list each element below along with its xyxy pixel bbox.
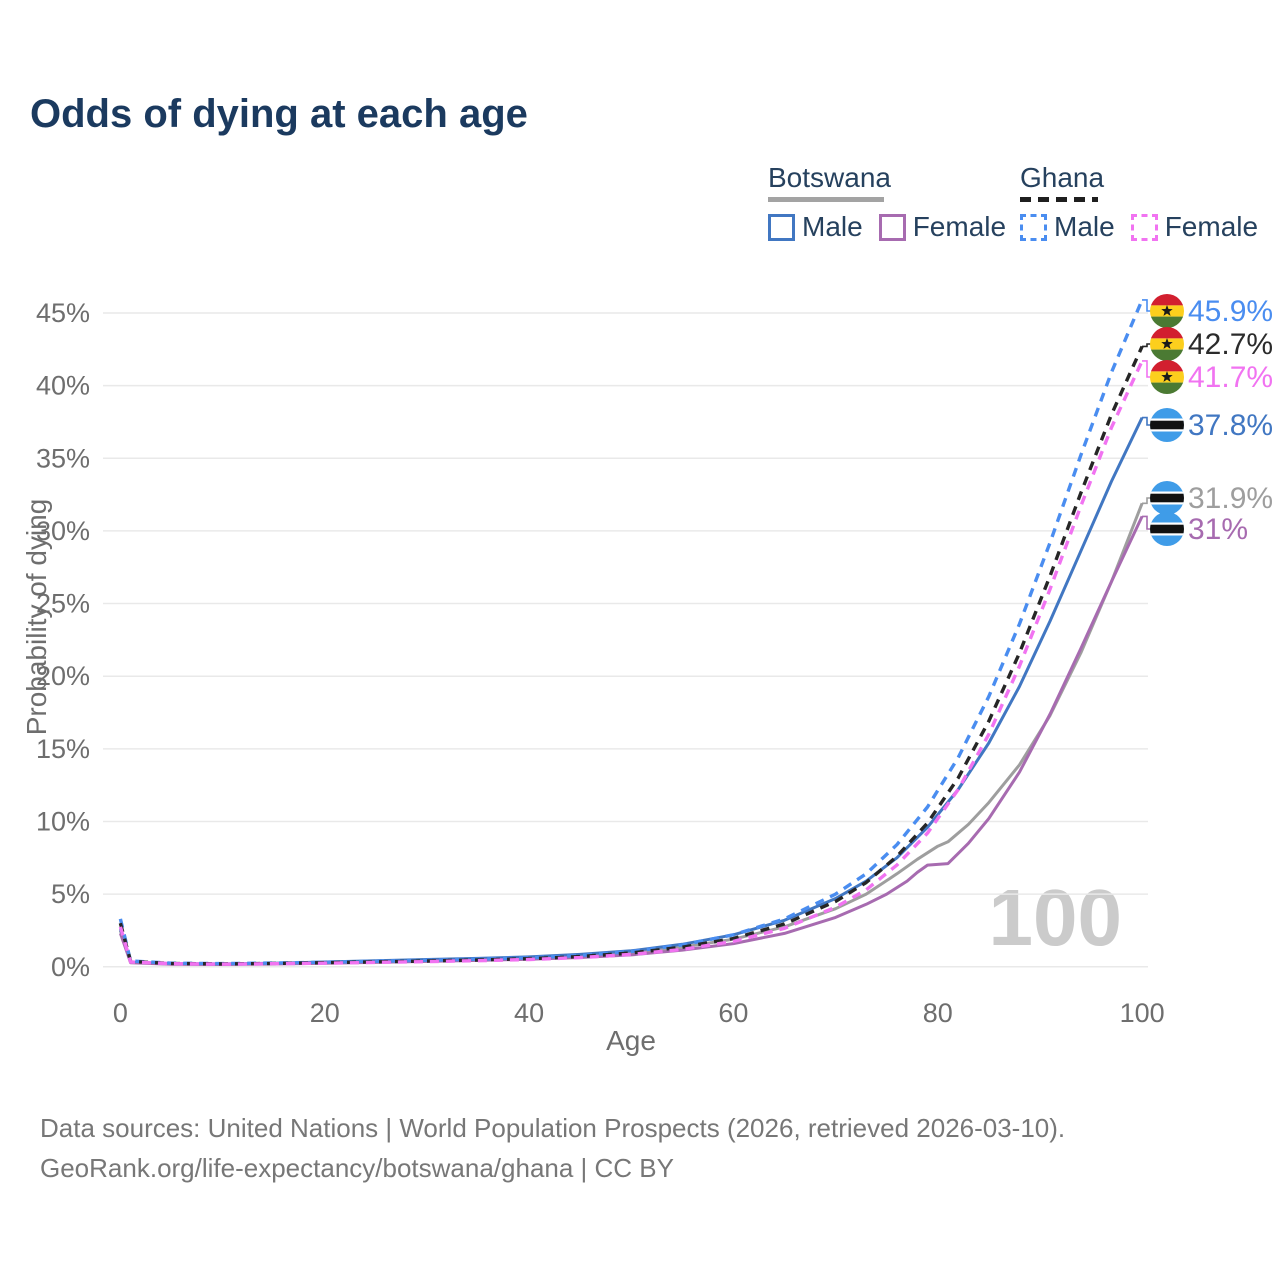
flag-botswana-icon [1150, 408, 1184, 442]
flag-ghana-icon [1150, 327, 1184, 361]
flag-ghana-icon [1150, 360, 1184, 394]
series-end-value-botswana-both: 31.9% [1188, 482, 1273, 515]
y-tick-label: 40% [36, 371, 90, 401]
series-end-connector-ghana-female [1142, 360, 1151, 378]
y-tick-label: 45% [36, 298, 90, 328]
y-tick-label: 15% [36, 734, 90, 764]
footer: Data sources: United Nations | World Pop… [40, 1108, 1065, 1188]
legend-item-ghana-male[interactable]: Male [1020, 211, 1115, 243]
y-tick-label: 5% [51, 879, 90, 909]
legend-label: Male [1054, 211, 1115, 242]
legend-label: Female [1164, 211, 1259, 242]
watermark: 100 [989, 873, 1122, 962]
flag-ghana-icon [1150, 294, 1184, 328]
legend-country-botswana: Botswana [768, 162, 891, 193]
page-title: Odds of dying at each age [30, 92, 528, 136]
botswana-line-swatch-icon [768, 197, 884, 202]
attribution-line: GeoRank.org/life-expectancy/botswana/gha… [40, 1153, 674, 1183]
y-tick-label: 0% [51, 952, 90, 982]
series-end-value-ghana-both: 42.7% [1188, 328, 1273, 361]
ghana-female-swatch-icon [1130, 213, 1158, 241]
series-end-value-botswana-male: 37.8% [1188, 409, 1273, 442]
flag-botswana-icon [1150, 512, 1184, 546]
botswana-female-swatch-icon [878, 213, 906, 241]
series-end-value-botswana-female: 31% [1188, 513, 1248, 546]
y-tick-label: 25% [36, 589, 90, 619]
legend-group-botswana: Botswana Male Female [768, 162, 1006, 243]
series-end-connector-botswana-female [1142, 515, 1151, 530]
legend-group-ghana: Ghana Male Female [1020, 162, 1258, 243]
series-line-ghana-male[interactable] [118, 299, 1144, 966]
y-tick-label: 35% [36, 443, 90, 473]
x-tick-label: 60 [718, 998, 748, 1028]
series-line-ghana-female[interactable] [118, 360, 1144, 966]
x-tick-label: 0 [113, 998, 128, 1028]
legend-label: Male [802, 211, 863, 242]
series-end-connector-botswana-both [1142, 497, 1151, 505]
y-tick-label: 10% [36, 807, 90, 837]
x-tick-label: 40 [514, 998, 544, 1028]
series-end-connector-botswana-male [1142, 416, 1151, 426]
x-tick-label: 80 [923, 998, 953, 1028]
ghana-male-swatch-icon [1020, 213, 1047, 241]
legend-label: Female [912, 211, 1007, 242]
y-tick-label: 20% [36, 661, 90, 691]
x-tick-label: 20 [310, 998, 340, 1028]
x-tick-label: 100 [1120, 998, 1165, 1028]
ghana-line-swatch-icon [1020, 197, 1098, 202]
series-end-value-ghana-female: 41.7% [1188, 361, 1273, 394]
series-end-connector-ghana-male [1142, 299, 1151, 312]
y-tick-label: 30% [36, 516, 90, 546]
series-end-connector-ghana-both [1142, 343, 1151, 348]
data-sources-line: Data sources: United Nations | World Pop… [40, 1113, 1066, 1143]
y-axis-title: Probability of dying [21, 499, 52, 736]
legend-item-ghana-female[interactable]: Female [1130, 211, 1259, 243]
legend-country-ghana: Ghana [1020, 162, 1105, 193]
legend-item-botswana-male[interactable]: Male [768, 211, 863, 243]
flag-botswana-icon [1150, 481, 1184, 515]
botswana-male-swatch-icon [768, 213, 795, 241]
series-end-value-ghana-male: 45.9% [1188, 295, 1273, 328]
legend-item-botswana-female[interactable]: Female [878, 211, 1007, 243]
series-line-ghana-both[interactable] [118, 345, 1144, 966]
x-axis-title: Age [606, 1025, 656, 1056]
